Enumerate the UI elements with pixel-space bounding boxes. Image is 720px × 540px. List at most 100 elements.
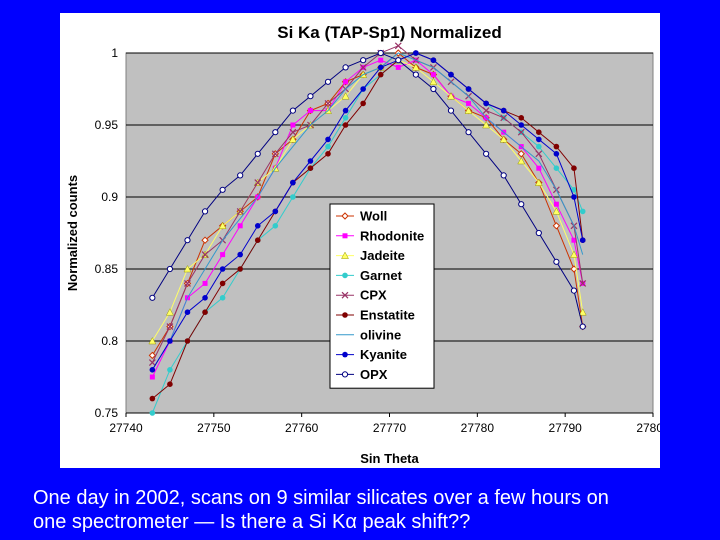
data-point bbox=[579, 279, 587, 287]
data-point bbox=[377, 71, 384, 78]
data-point bbox=[571, 187, 577, 193]
data-point bbox=[288, 135, 297, 143]
data-point bbox=[325, 151, 331, 157]
data-point bbox=[307, 108, 313, 114]
data-point bbox=[377, 64, 384, 71]
chart-frame: Si Ka (TAP-Sp1) Normalized 0.75 0.8 0.85 0.9… bbox=[60, 13, 660, 468]
legend-label: Enstatite bbox=[360, 308, 415, 323]
data-point bbox=[552, 207, 561, 215]
data-point bbox=[413, 50, 419, 56]
y-tick-label: 0.95 bbox=[95, 118, 119, 132]
data-point bbox=[500, 107, 507, 114]
caption-line-1: One day in 2002, scans on 9 similar sili… bbox=[33, 487, 609, 509]
data-point bbox=[148, 336, 157, 345]
data-point bbox=[290, 122, 296, 128]
series-opx bbox=[149, 49, 586, 330]
data-point bbox=[254, 150, 261, 157]
legend-item: Kyanite bbox=[336, 347, 407, 362]
data-point bbox=[237, 223, 243, 229]
series-line bbox=[151, 52, 584, 327]
data-point bbox=[342, 107, 349, 114]
caption: One day in 2002, scans on 9 similar sili… bbox=[33, 486, 703, 534]
data-point bbox=[579, 237, 586, 243]
data-point bbox=[378, 57, 384, 63]
legend-label: Garnet bbox=[360, 268, 403, 283]
data-point bbox=[218, 221, 227, 230]
data-point bbox=[201, 251, 209, 259]
data-point bbox=[342, 233, 348, 239]
data-point bbox=[571, 165, 577, 171]
y-axis-label: Normalized counts bbox=[65, 175, 80, 291]
legend-label: Rhodonite bbox=[360, 228, 424, 243]
data-point bbox=[579, 323, 586, 330]
data-point bbox=[394, 42, 402, 50]
data-point bbox=[517, 150, 525, 158]
x-axis-label: Sin Theta bbox=[360, 451, 419, 466]
data-point bbox=[167, 367, 173, 373]
data-point bbox=[290, 194, 296, 200]
y-tick-label: 0.8 bbox=[101, 334, 118, 348]
data-point bbox=[579, 208, 586, 215]
legend: Woll Rhodonite Jadeite Garnet CPX Enstatite ol… bbox=[329, 203, 435, 389]
data-point bbox=[325, 136, 331, 143]
data-point bbox=[536, 136, 542, 143]
data-point bbox=[289, 107, 296, 114]
x-tick-label: 27750 bbox=[197, 421, 231, 435]
data-point bbox=[237, 251, 243, 258]
data-point bbox=[219, 295, 226, 301]
data-point bbox=[149, 374, 155, 380]
data-point bbox=[534, 178, 543, 186]
data-point bbox=[359, 63, 367, 71]
data-point bbox=[149, 395, 156, 402]
legend-item: Woll bbox=[336, 209, 387, 224]
data-point bbox=[167, 338, 173, 344]
data-point bbox=[341, 291, 349, 299]
data-point bbox=[202, 280, 208, 286]
series-line bbox=[151, 52, 584, 371]
data-point bbox=[341, 371, 349, 378]
data-point bbox=[342, 115, 349, 121]
data-point bbox=[571, 194, 577, 200]
data-point bbox=[272, 208, 279, 215]
data-point bbox=[482, 120, 491, 129]
data-point bbox=[342, 272, 348, 279]
data-point bbox=[343, 79, 349, 85]
series-kyanite bbox=[149, 50, 586, 373]
data-point bbox=[360, 86, 366, 92]
data-point bbox=[466, 100, 472, 106]
legend-label: olivine bbox=[360, 327, 401, 342]
x-tick-label: 27780 bbox=[461, 421, 495, 435]
data-point bbox=[360, 57, 367, 64]
data-point bbox=[324, 78, 332, 85]
data-point bbox=[553, 258, 560, 265]
data-point bbox=[535, 229, 542, 237]
data-point bbox=[271, 150, 279, 158]
data-point bbox=[307, 165, 314, 171]
data-point bbox=[430, 72, 436, 78]
legend-label: OPX bbox=[360, 367, 388, 382]
data-point bbox=[307, 93, 314, 100]
data-point bbox=[448, 71, 454, 78]
caption-line-2: one spectrometer — Is there a Si Kα peak… bbox=[33, 511, 471, 533]
data-point bbox=[184, 309, 191, 316]
data-point bbox=[447, 107, 455, 114]
legend-label: Woll bbox=[360, 209, 387, 224]
data-point bbox=[289, 128, 297, 136]
data-point bbox=[167, 381, 173, 388]
data-point bbox=[536, 143, 542, 150]
data-point bbox=[578, 308, 587, 316]
legend-item: OPX bbox=[336, 367, 388, 382]
data-point bbox=[184, 237, 191, 244]
data-point bbox=[518, 115, 525, 121]
data-point bbox=[464, 106, 473, 114]
data-point bbox=[341, 251, 349, 259]
data-point bbox=[482, 107, 490, 115]
data-point bbox=[535, 150, 543, 158]
data-point bbox=[536, 129, 542, 135]
data-point bbox=[377, 49, 384, 57]
data-point bbox=[500, 172, 507, 179]
data-point bbox=[220, 252, 226, 258]
legend-label: Jadeite bbox=[360, 248, 405, 263]
data-point bbox=[483, 100, 489, 107]
data-point bbox=[148, 351, 157, 360]
